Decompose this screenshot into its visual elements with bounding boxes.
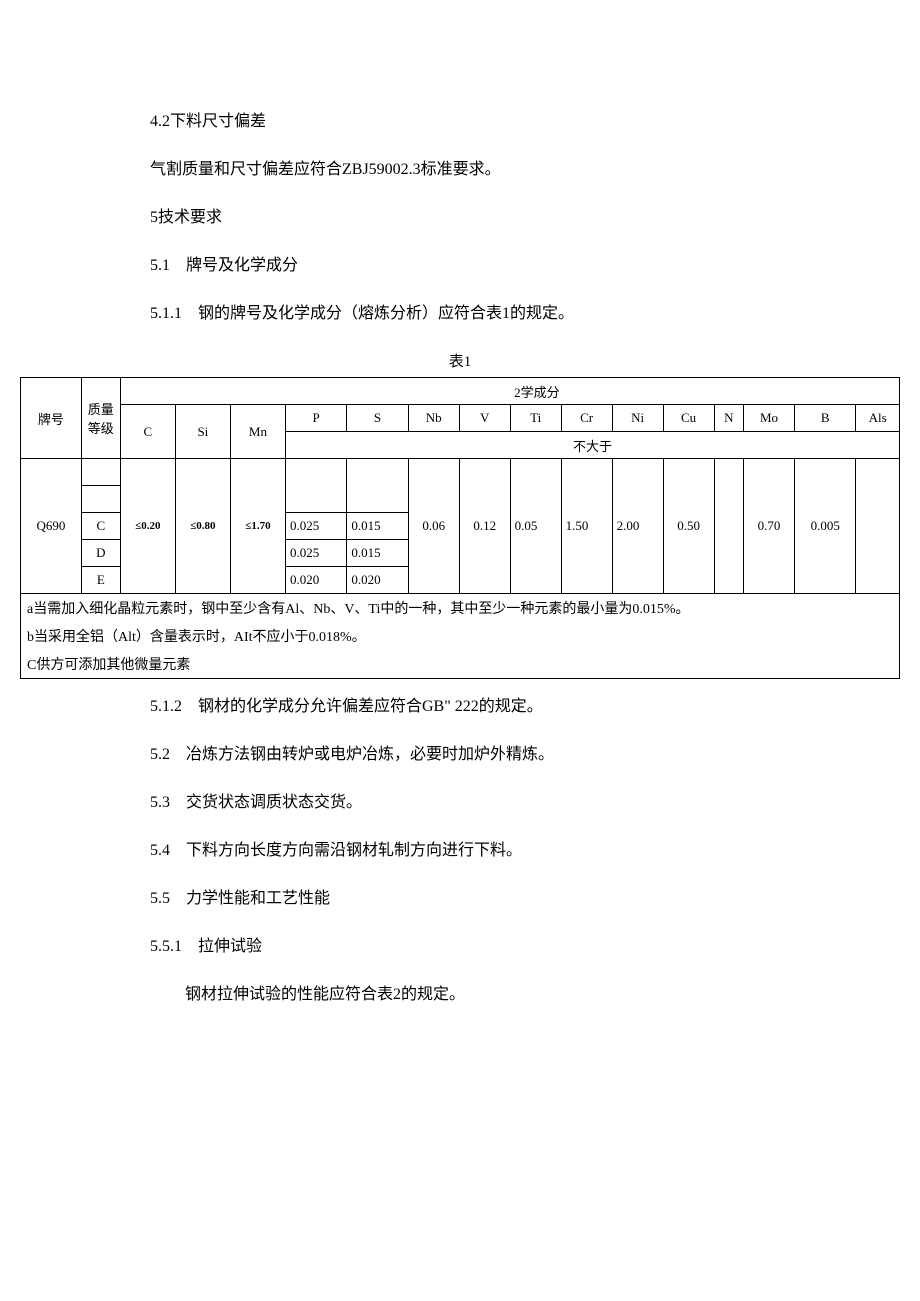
val-n xyxy=(714,459,744,594)
ql-3: D xyxy=(81,540,120,567)
val-mn: ≤1.70 xyxy=(230,459,285,594)
hdr-v: V xyxy=(459,405,510,432)
hdr-si: Si xyxy=(175,405,230,459)
note-a: a当需加入细化晶粒元素时，钢中至少含有Al、Nb、V、Ti中的一种，其中至少一种… xyxy=(21,594,900,623)
para-5-5: 5.5 力学性能和工艺性能 xyxy=(20,887,900,911)
val-b: 0.005 xyxy=(795,459,856,594)
hdr-c: C xyxy=(120,405,175,459)
para-gas-cutting: 气割质量和尺寸偏差应符合ZBJ59002.3标准要求。 xyxy=(20,158,900,182)
note-b: b当采用全铝（Alt）含量表示时，AIt不应小于0.018%。 xyxy=(21,622,900,650)
para-5-2: 5.2 冶炼方法钢由转炉或电炉冶炼，必要时加炉外精炼。 xyxy=(20,743,900,767)
para-5-5-1: 5.5.1 拉伸试验 xyxy=(20,935,900,959)
ql-2: C xyxy=(81,513,120,540)
hdr-cr: Cr xyxy=(561,405,612,432)
val-si: ≤0.80 xyxy=(175,459,230,594)
p-2: 0.025 xyxy=(285,513,346,540)
hdr-p: P xyxy=(285,405,346,432)
col-quality-header: 质量等级 xyxy=(81,378,120,459)
para-5-1-1: 5.1.1 钢的牌号及化学成分（熔炼分析）应符合表1的规定。 xyxy=(20,302,900,326)
hdr-ti: Ti xyxy=(510,405,561,432)
val-als xyxy=(856,459,900,594)
s-2: 0.015 xyxy=(347,513,408,540)
hdr-mo: Mo xyxy=(744,405,795,432)
hdr-ni: Ni xyxy=(612,405,663,432)
val-c: ≤0.20 xyxy=(120,459,175,594)
s-0 xyxy=(347,459,408,513)
val-cu: 0.50 xyxy=(663,459,714,594)
hdr-cu: Cu xyxy=(663,405,714,432)
table-1: 牌号 质量等级 2学成分 C Si Mn P S Nb V Ti Cr Ni C… xyxy=(20,377,900,679)
hdr-als: Als xyxy=(856,405,900,432)
p-0 xyxy=(285,459,346,513)
hdr-nb: Nb xyxy=(408,405,459,432)
ql-0 xyxy=(81,459,120,486)
s-4: 0.020 xyxy=(347,567,408,594)
para-5: 5技术要求 xyxy=(20,206,900,230)
hdr-s: S xyxy=(347,405,408,432)
grade-q690: Q690 xyxy=(21,459,82,594)
not-greater: 不大于 xyxy=(285,432,899,459)
ql-4: E xyxy=(81,567,120,594)
table1-title: 表1 xyxy=(20,350,900,371)
para-5-1-2: 5.1.2 钢材的化学成分允许偏差应符合GB" 222的规定。 xyxy=(20,695,900,719)
val-cr: 1.50 xyxy=(561,459,612,594)
para-tensile: 钢材拉伸试验的性能应符合表2的规定。 xyxy=(20,983,900,1007)
val-v: 0.12 xyxy=(459,459,510,594)
para-5-3: 5.3 交货状态调质状态交货。 xyxy=(20,791,900,815)
hdr-mn: Mn xyxy=(230,405,285,459)
val-ti: 0.05 xyxy=(510,459,561,594)
s-3: 0.015 xyxy=(347,540,408,567)
para-4-2: 4.2下料尺寸偏差 xyxy=(20,110,900,134)
hdr-n: N xyxy=(714,405,744,432)
col-grade-header: 牌号 xyxy=(21,378,82,459)
val-ni: 2.00 xyxy=(612,459,663,594)
p-3: 0.025 xyxy=(285,540,346,567)
ql-1 xyxy=(81,486,120,513)
para-5-1: 5.1 牌号及化学成分 xyxy=(20,254,900,278)
val-nb: 0.06 xyxy=(408,459,459,594)
val-mo: 0.70 xyxy=(744,459,795,594)
chem-label: 2学成分 xyxy=(510,378,899,405)
note-c: C供方可添加其他微量元素 xyxy=(21,650,900,679)
hdr-b: B xyxy=(795,405,856,432)
para-5-4: 5.4 下料方向长度方向需沿钢材轧制方向进行下料。 xyxy=(20,839,900,863)
chem-left xyxy=(120,378,510,405)
p-4: 0.020 xyxy=(285,567,346,594)
